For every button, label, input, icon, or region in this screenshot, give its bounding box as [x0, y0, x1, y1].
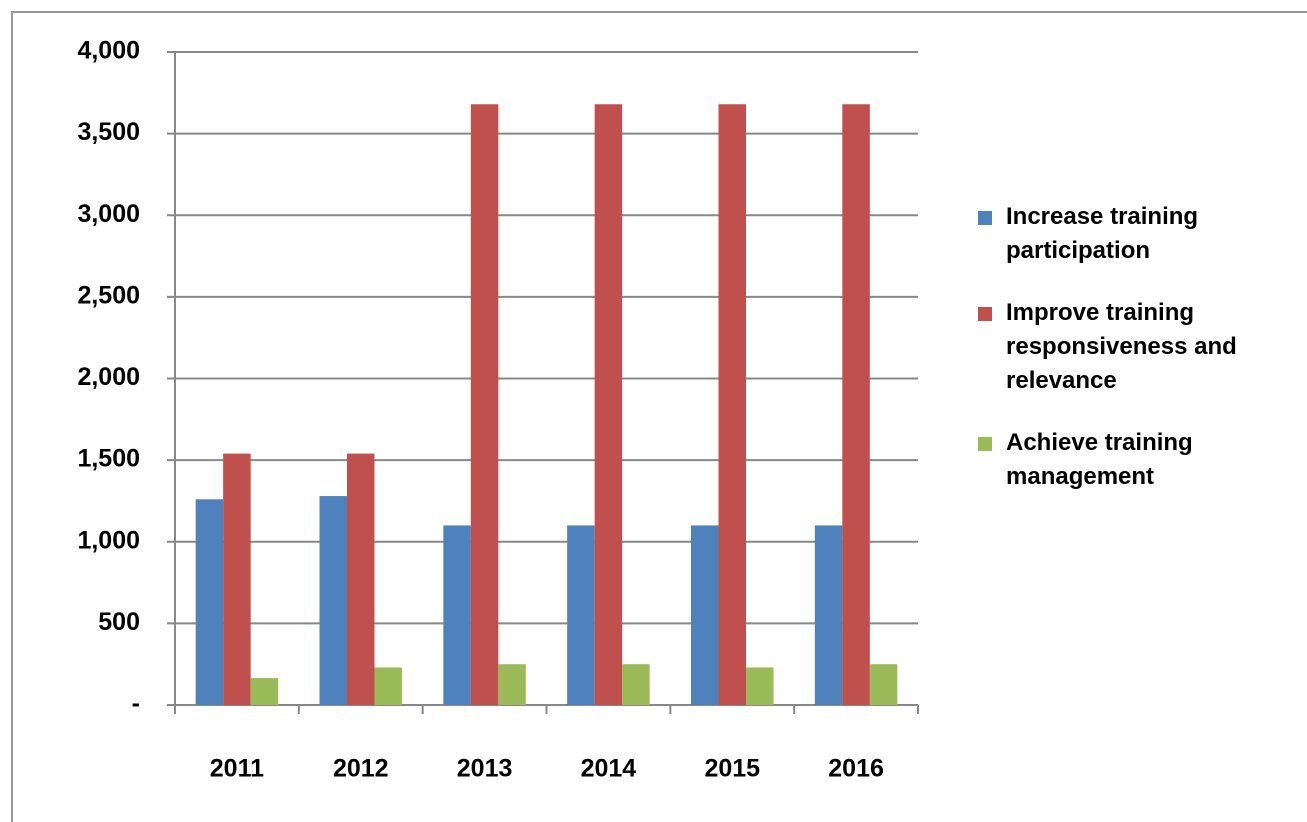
legend-item: Increase training participation — [978, 200, 1298, 268]
bar — [842, 104, 870, 706]
y-tick-label: 2,500 — [77, 281, 140, 309]
bar — [594, 104, 623, 706]
x-tick-label: 2011 — [210, 755, 264, 783]
bar — [195, 499, 224, 705]
y-tick-label: 1,500 — [77, 445, 140, 473]
bar — [319, 496, 347, 705]
bar — [746, 667, 774, 705]
y-tick-label: 2,000 — [77, 363, 140, 391]
bar — [869, 664, 898, 705]
x-tick-label: 2015 — [704, 755, 760, 783]
y-tick-label: 3,500 — [77, 118, 140, 146]
legend-item: Improve training responsiveness and rele… — [978, 296, 1298, 398]
x-tick-label: 2014 — [581, 755, 637, 783]
legend-label: Achieve training management — [1006, 429, 1193, 490]
bar — [347, 453, 375, 705]
bar — [691, 525, 719, 705]
bar — [223, 453, 251, 705]
bar — [498, 664, 526, 705]
legend: Increase training participation Improve t… — [978, 200, 1298, 522]
y-tick-label: 500 — [98, 608, 140, 636]
bar — [470, 104, 499, 706]
y-tick-label: 4,000 — [77, 37, 140, 65]
x-tick-label: 2012 — [333, 755, 389, 783]
bar — [718, 104, 746, 706]
legend-label: Increase training participation — [1006, 203, 1199, 264]
x-tick-label: 2016 — [828, 755, 884, 783]
bar — [250, 678, 279, 705]
y-tick-label: 1,000 — [77, 526, 140, 554]
bar — [443, 525, 471, 705]
legend-item: Achieve training management — [978, 426, 1298, 494]
bar — [814, 525, 843, 705]
bar — [567, 525, 595, 705]
legend-label: Improve training responsiveness and rele… — [1006, 299, 1237, 394]
bar — [622, 664, 650, 705]
chart-frame — [11, 11, 1307, 822]
x-tick-label: 2013 — [457, 755, 513, 783]
legend-swatch — [978, 307, 992, 321]
legend-swatch — [978, 437, 992, 451]
bar — [374, 667, 402, 705]
y-tick-label: - — [132, 690, 140, 718]
legend-swatch — [978, 211, 992, 225]
y-tick-label: 3,000 — [77, 200, 140, 228]
